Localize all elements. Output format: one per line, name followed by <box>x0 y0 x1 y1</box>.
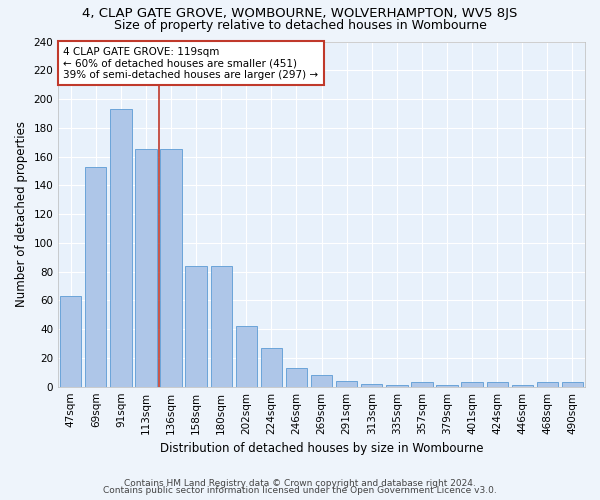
Bar <box>211 266 232 386</box>
Bar <box>160 150 182 386</box>
Bar <box>261 348 282 387</box>
Text: Size of property relative to detached houses in Wombourne: Size of property relative to detached ho… <box>113 19 487 32</box>
Bar <box>411 382 433 386</box>
Text: 4 CLAP GATE GROVE: 119sqm
← 60% of detached houses are smaller (451)
39% of semi: 4 CLAP GATE GROVE: 119sqm ← 60% of detac… <box>64 46 319 80</box>
Bar <box>85 166 106 386</box>
Bar <box>512 385 533 386</box>
Bar <box>110 109 131 386</box>
Bar <box>487 382 508 386</box>
Bar <box>361 384 382 386</box>
Text: 4, CLAP GATE GROVE, WOMBOURNE, WOLVERHAMPTON, WV5 8JS: 4, CLAP GATE GROVE, WOMBOURNE, WOLVERHAM… <box>82 8 518 20</box>
Bar <box>461 382 483 386</box>
Bar <box>537 382 558 386</box>
Bar <box>436 385 458 386</box>
Bar <box>60 296 82 386</box>
Y-axis label: Number of detached properties: Number of detached properties <box>15 121 28 307</box>
Text: Contains HM Land Registry data © Crown copyright and database right 2024.: Contains HM Land Registry data © Crown c… <box>124 478 476 488</box>
Text: Contains public sector information licensed under the Open Government Licence v3: Contains public sector information licen… <box>103 486 497 495</box>
Bar <box>311 375 332 386</box>
Bar <box>336 381 358 386</box>
Bar <box>136 150 157 386</box>
Bar <box>386 385 407 386</box>
Bar <box>562 382 583 386</box>
X-axis label: Distribution of detached houses by size in Wombourne: Distribution of detached houses by size … <box>160 442 484 455</box>
Bar <box>286 368 307 386</box>
Bar <box>236 326 257 386</box>
Bar <box>185 266 207 386</box>
